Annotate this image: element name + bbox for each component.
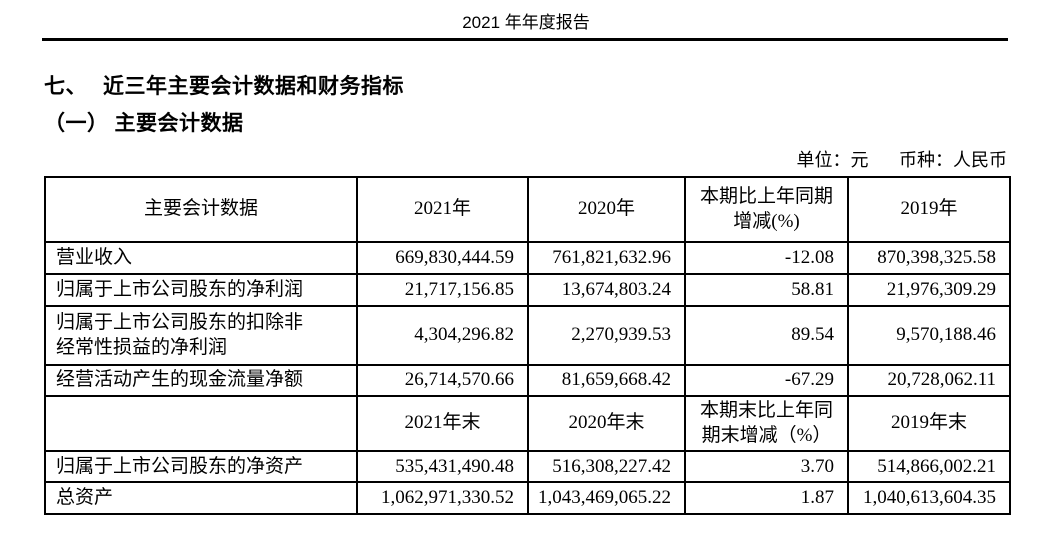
header-cell-2020: 2020年 <box>527 176 686 243</box>
cell-2020: 2,270,939.53 <box>527 305 686 366</box>
row-label: 总资产 <box>44 481 358 516</box>
table-row: 归属于上市公司股东的扣除非经常性损益的净利润 4,304,296.82 2,27… <box>44 305 1011 366</box>
currency-note: 币种：人民币 <box>899 150 1007 170</box>
row-label: 归属于上市公司股东的净资产 <box>44 450 358 484</box>
table-row: 归属于上市公司股东的净利润 21,717,156.85 13,674,803.2… <box>44 273 1011 307</box>
section-title: 近三年主要会计数据和财务指标 <box>103 75 404 98</box>
table-row: 总资产 1,062,971,330.52 1,043,469,065.22 1.… <box>44 481 1011 516</box>
header-cell-2021: 2021年 <box>356 176 529 243</box>
cell-change-pct: -67.29 <box>684 364 849 397</box>
cell-2019: 21,976,309.29 <box>847 273 1011 307</box>
header-cell-2019: 2019年 <box>847 176 1011 243</box>
section-number: 七、 <box>44 75 87 98</box>
unit-currency-note: 单位：元 币种：人民币 <box>797 146 1008 172</box>
cell-2020-end: 1,043,469,065.22 <box>527 481 686 516</box>
cell-change-pct: 58.81 <box>684 273 849 307</box>
cell-2019-end: 1,040,613,604.35 <box>847 481 1011 516</box>
header-cell-metric: 主要会计数据 <box>44 176 358 243</box>
cell-change-pct: 1.87 <box>684 481 849 516</box>
mid-header-cell-2019-end: 2019年末 <box>847 394 1011 453</box>
document-title: 2021 年年度报告 <box>462 13 590 32</box>
section-heading: 七、 近三年主要会计数据和财务指标 <box>44 70 404 100</box>
unit-note: 单位：元 <box>796 150 869 170</box>
cell-2021-end: 1,062,971,330.52 <box>356 481 529 516</box>
cell-2020-end: 516,308,227.42 <box>527 450 686 484</box>
cell-2021: 21,717,156.85 <box>356 273 529 307</box>
mid-header-cell-blank <box>44 394 358 453</box>
cell-2021: 4,304,296.82 <box>356 305 529 366</box>
header-divider <box>42 38 1008 41</box>
cell-2020: 13,674,803.24 <box>527 273 686 307</box>
cell-2021-end: 535,431,490.48 <box>356 450 529 484</box>
row-label: 营业收入 <box>44 241 358 275</box>
row-label: 归属于上市公司股东的扣除非经常性损益的净利润 <box>44 305 358 366</box>
cell-2020: 81,659,668.42 <box>527 364 686 397</box>
key-accounting-data-table: 主要会计数据 2021年 2020年 本期比上年同期增减(%) 2019年 营业… <box>44 176 1011 516</box>
table-row: 归属于上市公司股东的净资产 535,431,490.48 516,308,227… <box>44 450 1011 484</box>
cell-change-pct: 89.54 <box>684 305 849 366</box>
subsection-number: （一） <box>44 112 109 135</box>
cell-2019: 9,570,188.46 <box>847 305 1011 366</box>
mid-header-cell-2020-end: 2020年末 <box>527 394 686 453</box>
cell-2020: 761,821,632.96 <box>527 241 686 275</box>
row-label: 归属于上市公司股东的净利润 <box>44 273 358 307</box>
table-header-row: 主要会计数据 2021年 2020年 本期比上年同期增减(%) 2019年 <box>44 176 1011 243</box>
cell-2021: 669,830,444.59 <box>356 241 529 275</box>
table-row: 经营活动产生的现金流量净额 26,714,570.66 81,659,668.4… <box>44 364 1011 397</box>
row-label: 经营活动产生的现金流量净额 <box>44 364 358 397</box>
subsection-heading: （一） 主要会计数据 <box>44 107 244 137</box>
cell-2019: 20,728,062.11 <box>847 364 1011 397</box>
table-row: 营业收入 669,830,444.59 761,821,632.96 -12.0… <box>44 241 1011 275</box>
cell-2019: 870,398,325.58 <box>847 241 1011 275</box>
cell-change-pct: -12.08 <box>684 241 849 275</box>
subsection-title: 主要会计数据 <box>114 112 244 135</box>
mid-header-cell-change-pct: 本期末比上年同期末增减（%） <box>684 394 849 453</box>
cell-2019-end: 514,866,002.21 <box>847 450 1011 484</box>
mid-header-cell-2021-end: 2021年末 <box>356 394 529 453</box>
table-mid-header-row: 2021年末 2020年末 本期末比上年同期末增减（%） 2019年末 <box>44 394 1011 453</box>
cell-change-pct: 3.70 <box>684 450 849 484</box>
header-cell-change-pct: 本期比上年同期增减(%) <box>684 176 849 243</box>
cell-2021: 26,714,570.66 <box>356 364 529 397</box>
